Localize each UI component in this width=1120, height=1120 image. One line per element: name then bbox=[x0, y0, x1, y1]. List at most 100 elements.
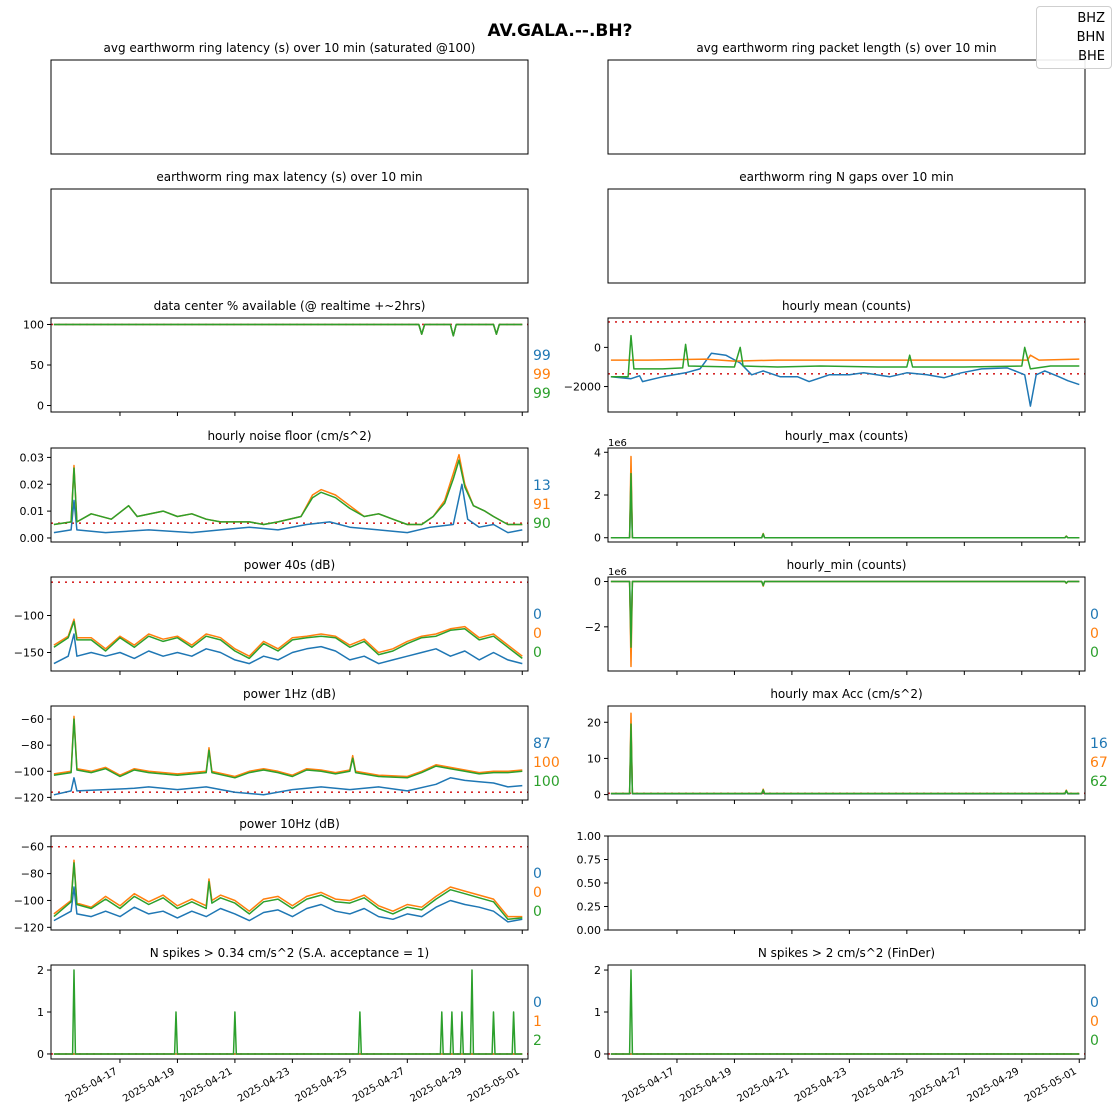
plot-area bbox=[51, 969, 528, 1055]
series-line-bhn bbox=[610, 580, 1080, 668]
y-tick-label: −80 bbox=[21, 868, 44, 881]
axes-frame bbox=[50, 576, 529, 672]
series-line-bhe bbox=[53, 323, 523, 337]
series-line-bhz bbox=[53, 483, 523, 534]
y-tick-label: 0 bbox=[594, 576, 601, 589]
y-tick-label: 1 bbox=[37, 1006, 44, 1019]
series-line-bhn bbox=[53, 715, 523, 778]
panel-title: avg earthworm ring packet length (s) ove… bbox=[696, 41, 996, 55]
axes-frame bbox=[607, 576, 1086, 672]
y-tick-label: 2 bbox=[594, 489, 601, 502]
side-value-bhn: 0 bbox=[533, 626, 542, 642]
panel-empty-axes: 0.00 0.25 0.50 0.75 1.00 bbox=[577, 830, 1086, 937]
x-tick-label: 2025-04-23 bbox=[236, 1066, 292, 1105]
y-tick-label: 0.01 bbox=[20, 505, 45, 518]
axes-frame bbox=[50, 447, 529, 543]
y-tick-label: 2 bbox=[594, 964, 601, 977]
side-value-bhe: 90 bbox=[533, 516, 551, 532]
side-value-bhz: 0 bbox=[1090, 607, 1099, 623]
y-tick-label: 10 bbox=[587, 752, 601, 765]
y-tick-label: 100 bbox=[23, 318, 44, 331]
panel-title: power 40s (dB) bbox=[244, 558, 335, 572]
series-line-bhn bbox=[610, 455, 1080, 539]
panel-title: hourly_min (counts) bbox=[787, 558, 907, 572]
x-tick-label: 2025-04-19 bbox=[121, 1066, 177, 1105]
side-value-bhz: 0 bbox=[533, 607, 542, 623]
panel-power-10hz: power 10Hz (dB) −120 −100 −80 −60 0 0 0 bbox=[14, 817, 542, 934]
side-value-bhe: 0 bbox=[1090, 1033, 1099, 1049]
series-line-bhe bbox=[53, 862, 523, 921]
axes-frame bbox=[50, 59, 529, 155]
series-line-bhn bbox=[610, 354, 1080, 362]
side-value-bhe: 0 bbox=[1090, 645, 1099, 661]
series-line-bhe bbox=[53, 969, 523, 1055]
axes-frame bbox=[607, 59, 1086, 155]
plot-area bbox=[608, 969, 1085, 1055]
panel-power-1hz: power 1Hz (dB) −120 −100 −80 −60 87 100 100 bbox=[14, 687, 560, 804]
series-line-bhz bbox=[610, 479, 1080, 539]
side-value-bhe: 100 bbox=[533, 774, 560, 790]
y-tick-label: −60 bbox=[21, 713, 44, 726]
series-line-bhn bbox=[53, 453, 523, 526]
figure-title: AV.GALA.--.BH? bbox=[488, 21, 633, 41]
panel-max-acc: hourly max Acc (cm/s^2) 0 10 20 16 67 62 bbox=[587, 687, 1108, 804]
x-tick-label: 2025-04-27 bbox=[908, 1066, 964, 1105]
series-line-bhz bbox=[610, 728, 1080, 795]
plot-area bbox=[608, 712, 1085, 795]
x-tick-label: 2025-04-27 bbox=[351, 1066, 407, 1105]
side-value-bhz: 87 bbox=[533, 736, 551, 752]
y-tick-label: −80 bbox=[21, 739, 44, 752]
y-tick-label: −2 bbox=[585, 621, 601, 634]
y-tick-label: 1 bbox=[594, 1006, 601, 1019]
side-value-bhz: 99 bbox=[533, 348, 551, 364]
side-value-bhz: 13 bbox=[533, 478, 551, 494]
series-line-bhn bbox=[53, 618, 523, 657]
side-value-bhn: 0 bbox=[533, 885, 542, 901]
y-tick-label: 0.00 bbox=[20, 532, 45, 545]
panel-n-gaps: earthworm ring N gaps over 10 min bbox=[607, 170, 1086, 284]
side-value-bhn: 99 bbox=[533, 367, 551, 383]
x-tick-label: 2025-04-21 bbox=[736, 1066, 792, 1105]
axes-frame bbox=[50, 317, 529, 413]
side-value-bhe: 0 bbox=[533, 645, 542, 661]
y-tick-label: 0 bbox=[594, 532, 601, 545]
plot-area bbox=[51, 715, 528, 796]
y-tick-label: −100 bbox=[14, 765, 44, 778]
panel-latency-max: earthworm ring max latency (s) over 10 m… bbox=[50, 170, 529, 284]
axes-frame bbox=[607, 188, 1086, 284]
x-tick-label: 2025-04-25 bbox=[294, 1066, 350, 1105]
axes-frame bbox=[607, 964, 1086, 1060]
series-line-bhe bbox=[53, 620, 523, 660]
panel-title: power 10Hz (dB) bbox=[239, 817, 340, 831]
x-tick-label: 2025-04-29 bbox=[965, 1066, 1021, 1105]
panel-title: N spikes > 2 cm/s^2 (FinDer) bbox=[758, 946, 935, 960]
y-exponent-label: 1e6 bbox=[608, 567, 627, 578]
panel-hourly-mean: hourly mean (counts) −2000 0 bbox=[564, 299, 1086, 416]
axes-frame bbox=[607, 835, 1086, 931]
x-tick-label: 2025-04-17 bbox=[621, 1066, 677, 1105]
y-tick-label: 0.00 bbox=[577, 924, 602, 937]
panel-packet-length: avg earthworm ring packet length (s) ove… bbox=[607, 41, 1086, 155]
side-value-bhe: 62 bbox=[1090, 774, 1108, 790]
x-tick-label: 2025-05-01 bbox=[1023, 1066, 1079, 1105]
legend-entry-bhn: BHN bbox=[1076, 30, 1105, 45]
axes-frame bbox=[607, 705, 1086, 801]
y-exponent-label: 1e6 bbox=[608, 438, 627, 449]
panel-title: hourly noise floor (cm/s^2) bbox=[207, 429, 371, 443]
x-tick-label: 2025-04-19 bbox=[678, 1066, 734, 1105]
x-tick-label: 2025-04-21 bbox=[179, 1066, 235, 1105]
y-tick-label: −100 bbox=[14, 609, 44, 622]
side-value-bhz: 16 bbox=[1090, 736, 1108, 752]
series-line-bhz bbox=[53, 886, 523, 923]
axes-frame bbox=[607, 447, 1086, 543]
x-tick-label: 2025-04-29 bbox=[408, 1066, 464, 1105]
y-tick-label: 0.02 bbox=[20, 478, 45, 491]
panel-title: N spikes > 0.34 cm/s^2 (S.A. acceptance … bbox=[150, 946, 429, 960]
side-value-bhz: 0 bbox=[533, 866, 542, 882]
panel-noise-floor: hourly noise floor (cm/s^2) 0.00 0.01 0.02 0… bbox=[20, 429, 551, 546]
series-line-bhz bbox=[53, 633, 523, 665]
axes-frame bbox=[607, 317, 1086, 413]
y-tick-label: −100 bbox=[14, 894, 44, 907]
y-tick-label: 0 bbox=[594, 1048, 601, 1061]
side-value-bhn: 1 bbox=[533, 1014, 542, 1030]
